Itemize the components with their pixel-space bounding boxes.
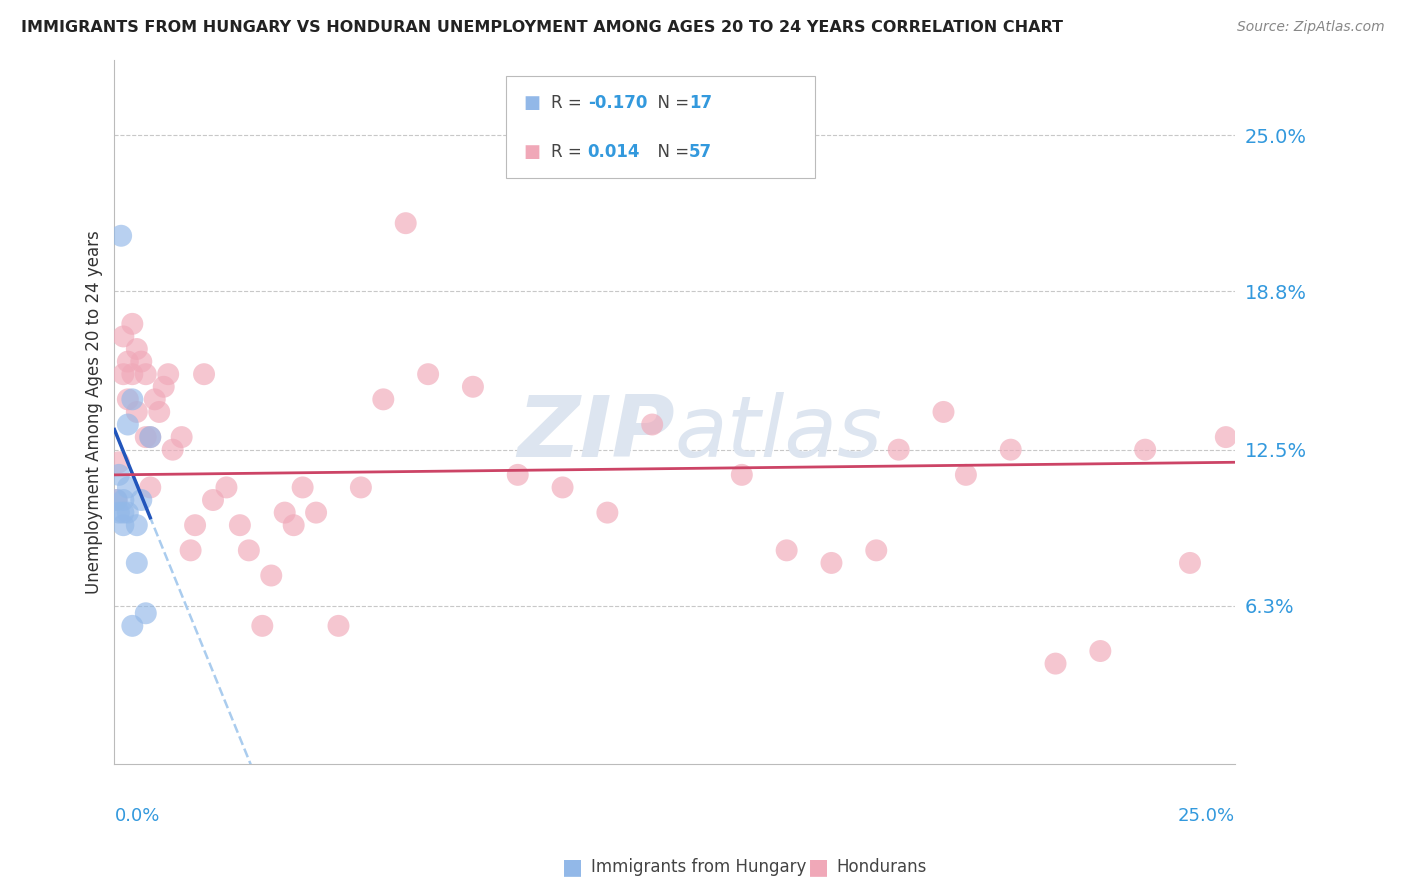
Point bbox=[350, 480, 373, 494]
Point bbox=[1000, 442, 1022, 457]
Point bbox=[143, 392, 166, 407]
Point bbox=[328, 619, 350, 633]
Point bbox=[152, 380, 174, 394]
Point bbox=[820, 556, 842, 570]
Point bbox=[135, 607, 157, 621]
Point bbox=[865, 543, 887, 558]
Point bbox=[201, 493, 224, 508]
Point bbox=[180, 543, 202, 558]
Point bbox=[506, 467, 529, 482]
Point bbox=[112, 367, 135, 381]
Text: -0.170: -0.170 bbox=[588, 94, 647, 112]
Point bbox=[112, 506, 135, 520]
Point bbox=[229, 518, 252, 533]
Point bbox=[184, 518, 207, 533]
Text: ■: ■ bbox=[562, 857, 583, 877]
Point bbox=[108, 455, 131, 469]
Point bbox=[129, 354, 152, 368]
Point bbox=[170, 430, 193, 444]
Text: Source: ZipAtlas.com: Source: ZipAtlas.com bbox=[1237, 20, 1385, 34]
Point bbox=[117, 417, 139, 432]
Point bbox=[129, 493, 152, 508]
Point bbox=[105, 493, 128, 508]
Point bbox=[887, 442, 910, 457]
Point bbox=[641, 417, 664, 432]
Point bbox=[112, 518, 135, 533]
Text: ■: ■ bbox=[523, 143, 540, 161]
Text: ■: ■ bbox=[523, 94, 540, 112]
Point bbox=[461, 380, 484, 394]
Point bbox=[252, 619, 274, 633]
Point bbox=[291, 480, 314, 494]
Text: atlas: atlas bbox=[675, 392, 883, 475]
Point bbox=[932, 405, 955, 419]
Point bbox=[551, 480, 574, 494]
Point bbox=[215, 480, 238, 494]
Text: 57: 57 bbox=[689, 143, 711, 161]
Point bbox=[1090, 644, 1112, 658]
Point bbox=[955, 467, 977, 482]
Point bbox=[373, 392, 395, 407]
Point bbox=[395, 216, 418, 230]
Point bbox=[135, 430, 157, 444]
Text: N =: N = bbox=[647, 94, 695, 112]
Point bbox=[731, 467, 754, 482]
Point bbox=[121, 619, 143, 633]
Point bbox=[1178, 556, 1201, 570]
Point bbox=[260, 568, 283, 582]
Point bbox=[110, 228, 132, 243]
Point bbox=[117, 506, 139, 520]
Point bbox=[121, 392, 143, 407]
Point bbox=[416, 367, 439, 381]
Point bbox=[139, 430, 162, 444]
Text: IMMIGRANTS FROM HUNGARY VS HONDURAN UNEMPLOYMENT AMONG AGES 20 TO 24 YEARS CORRE: IMMIGRANTS FROM HUNGARY VS HONDURAN UNEM… bbox=[21, 20, 1063, 35]
Point bbox=[108, 506, 131, 520]
Point bbox=[139, 480, 162, 494]
Text: 17: 17 bbox=[689, 94, 711, 112]
Point bbox=[125, 342, 148, 356]
Text: ZIP: ZIP bbox=[517, 392, 675, 475]
Point bbox=[1215, 430, 1237, 444]
Point bbox=[1045, 657, 1067, 671]
Point bbox=[121, 367, 143, 381]
Point bbox=[775, 543, 797, 558]
Text: Immigrants from Hungary: Immigrants from Hungary bbox=[591, 858, 806, 876]
Y-axis label: Unemployment Among Ages 20 to 24 years: Unemployment Among Ages 20 to 24 years bbox=[86, 230, 103, 594]
Text: ■: ■ bbox=[808, 857, 830, 877]
Text: 0.014: 0.014 bbox=[588, 143, 640, 161]
Point bbox=[238, 543, 260, 558]
Text: R =: R = bbox=[551, 94, 588, 112]
Point bbox=[108, 467, 131, 482]
Text: R =: R = bbox=[551, 143, 588, 161]
Point bbox=[112, 329, 135, 343]
Point bbox=[139, 430, 162, 444]
Text: N =: N = bbox=[647, 143, 695, 161]
Text: 0.0%: 0.0% bbox=[114, 806, 160, 824]
Point bbox=[135, 367, 157, 381]
Text: Hondurans: Hondurans bbox=[837, 858, 927, 876]
Point bbox=[148, 405, 170, 419]
Point bbox=[125, 556, 148, 570]
Point bbox=[193, 367, 215, 381]
Point bbox=[305, 506, 328, 520]
Point bbox=[162, 442, 184, 457]
Point bbox=[121, 317, 143, 331]
Point bbox=[283, 518, 305, 533]
Point bbox=[117, 354, 139, 368]
Point bbox=[596, 506, 619, 520]
Text: 25.0%: 25.0% bbox=[1178, 806, 1234, 824]
Point bbox=[1133, 442, 1156, 457]
Point bbox=[112, 493, 135, 508]
Point bbox=[105, 493, 128, 508]
Point bbox=[117, 392, 139, 407]
Point bbox=[273, 506, 295, 520]
Point bbox=[117, 480, 139, 494]
Point bbox=[125, 405, 148, 419]
Point bbox=[157, 367, 180, 381]
Point bbox=[125, 518, 148, 533]
